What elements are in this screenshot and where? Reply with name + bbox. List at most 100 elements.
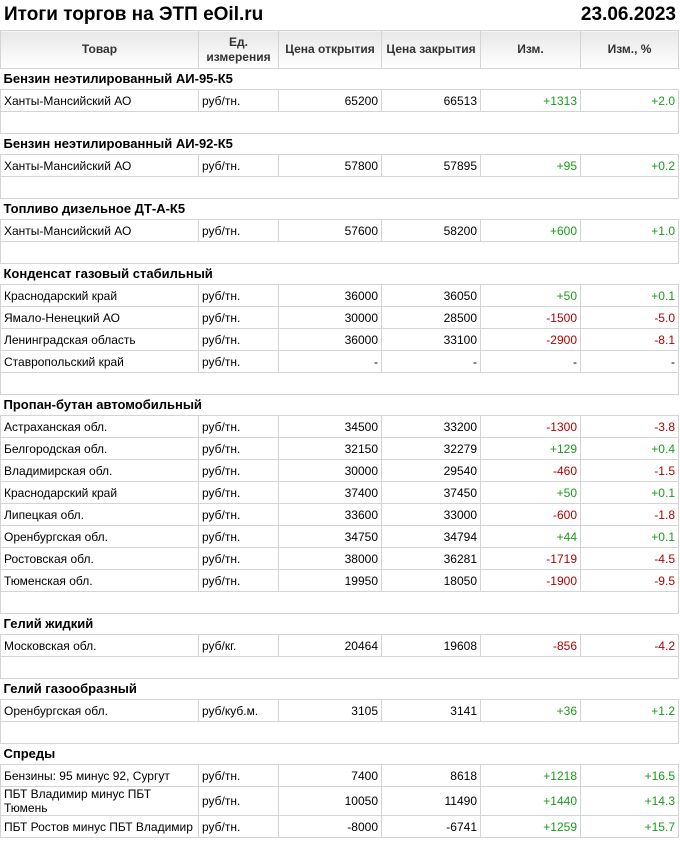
change-pct: +0.1	[580, 481, 679, 504]
close-price: 57895	[381, 154, 481, 177]
data-row: Липецкая обл. руб/тн. 33600 33000 -600 -1.8	[0, 503, 679, 526]
change-pct: -1.8	[580, 503, 679, 526]
unit: руб/куб.м.	[198, 699, 279, 722]
close-price: 28500	[381, 306, 481, 329]
data-row: Ростовская обл. руб/тн. 38000 36281 -1719 -4.…	[0, 547, 679, 570]
product: Ханты-Мансийский АО	[0, 89, 199, 112]
change-pct: -4.2	[580, 634, 679, 657]
change: +1218	[480, 764, 581, 787]
product: Тюменская обл.	[0, 569, 199, 592]
change: +50	[480, 481, 581, 504]
section-row: Конденсат газовый стабильный	[0, 263, 679, 285]
product: Московская обл.	[0, 634, 199, 657]
section-row: Гелий газообразный	[0, 678, 679, 700]
spacer-row	[0, 591, 679, 614]
open-price: 10050	[278, 786, 382, 816]
data-row: ПБТ Владимир минус ПБТ Тюмень руб/тн. 1005…	[0, 786, 679, 816]
product: Ханты-Мансийский АО	[0, 154, 199, 177]
change-pct: -9.5	[580, 569, 679, 592]
change-pct: -4.5	[580, 547, 679, 570]
product: Ростовская обл.	[0, 547, 199, 570]
unit: руб/тн.	[198, 481, 279, 504]
unit: руб/тн.	[198, 547, 279, 570]
open-price: 7400	[278, 764, 382, 787]
data-row: Ханты-Мансийский АО руб/тн. 57600 58200 +600…	[0, 219, 679, 242]
data-row: Бензины: 95 минус 92, Сургут руб/тн. 7400 8…	[0, 764, 679, 787]
unit: руб/тн.	[198, 89, 279, 112]
data-row: Белгородская обл. руб/тн. 32150 32279 +129 +0…	[0, 437, 679, 460]
spacer-row	[0, 241, 679, 264]
close-price: 19608	[381, 634, 481, 657]
section-title: Конденсат газовый стабильный	[0, 263, 679, 285]
change-pct: +1.2	[580, 699, 679, 722]
data-row: Краснодарский край руб/тн. 37400 37450 +50 +0…	[0, 481, 679, 504]
open-price: 20464	[278, 634, 382, 657]
change: -	[480, 350, 581, 373]
product: Краснодарский край	[0, 481, 199, 504]
product: Владимирская обл.	[0, 459, 199, 482]
data-row: Владимирская обл. руб/тн. 30000 29540 -460 -1…	[0, 459, 679, 482]
spacer	[0, 721, 679, 744]
section-title: Бензин неэтилированный АИ-92-К5	[0, 133, 679, 155]
product: Оренбургская обл.	[0, 525, 199, 548]
unit: руб/тн.	[198, 503, 279, 526]
change-pct: -1.5	[580, 459, 679, 482]
open-price: 57600	[278, 219, 382, 242]
section-row: Бензин неэтилированный АИ-92-К5	[0, 133, 679, 155]
column-header: Изм.	[480, 30, 581, 69]
data-row: Астраханская обл. руб/тн. 34500 33200 -1300-…	[0, 415, 679, 438]
change: -856	[480, 634, 581, 657]
close-price: 37450	[381, 481, 481, 504]
close-price: 29540	[381, 459, 481, 482]
change: +95	[480, 154, 581, 177]
change: +1313	[480, 89, 581, 112]
column-header: Изм., %	[580, 30, 679, 69]
close-price: 34794	[381, 525, 481, 548]
change: -600	[480, 503, 581, 526]
change: -2900	[480, 328, 581, 351]
section-row: Топливо дизельное ДТ-А-К5	[0, 198, 679, 220]
open-price: 32150	[278, 437, 382, 460]
change-pct: -	[580, 350, 679, 373]
product: Ямало-Ненецкий АО	[0, 306, 199, 329]
open-price: 33600	[278, 503, 382, 526]
change-pct: +2.0	[580, 89, 679, 112]
spacer-row	[0, 721, 679, 744]
open-price: 34500	[278, 415, 382, 438]
unit: руб/тн.	[198, 525, 279, 548]
spacer	[0, 372, 679, 395]
section-row: Бензин неэтилированный АИ-95-К5	[0, 68, 679, 90]
data-row: Оренбургская обл. руб/куб.м. 3105 3141 +36 +1…	[0, 699, 679, 722]
unit: руб/кг.	[198, 634, 279, 657]
change-pct: +15.7	[580, 815, 679, 838]
unit: руб/тн.	[198, 306, 279, 329]
product: Бензины: 95 минус 92, Сургут	[0, 764, 199, 787]
section-row: Спреды	[0, 743, 679, 765]
open-price: 65200	[278, 89, 382, 112]
open-price: 34750	[278, 525, 382, 548]
section-title: Гелий газообразный	[0, 678, 679, 700]
change-pct: +0.1	[580, 525, 679, 548]
open-price: 30000	[278, 459, 382, 482]
unit: руб/тн.	[198, 786, 279, 816]
unit: руб/тн.	[198, 350, 279, 373]
section-title: Пропан-бутан автомобильный	[0, 394, 679, 416]
header-row: Товар Ед. измерения Цена открытия Цена закр…	[0, 30, 679, 69]
column-header: Товар	[0, 30, 199, 69]
change-pct: -3.8	[580, 415, 679, 438]
product: Ленинградская область	[0, 328, 199, 351]
change-pct: +0.1	[580, 284, 679, 307]
close-price: 36050	[381, 284, 481, 307]
spacer-row	[0, 656, 679, 679]
data-row: Тюменская обл. руб/тн. 19950 18050 -1900 -9.5	[0, 569, 679, 592]
open-price: 30000	[278, 306, 382, 329]
spacer-row	[0, 111, 679, 134]
open-price: 36000	[278, 328, 382, 351]
close-price: 66513	[381, 89, 481, 112]
close-price: 36281	[381, 547, 481, 570]
close-price: 8618	[381, 764, 481, 787]
unit: руб/тн.	[198, 415, 279, 438]
spacer	[0, 241, 679, 264]
close-price: -	[381, 350, 481, 373]
change-pct: +0.4	[580, 437, 679, 460]
